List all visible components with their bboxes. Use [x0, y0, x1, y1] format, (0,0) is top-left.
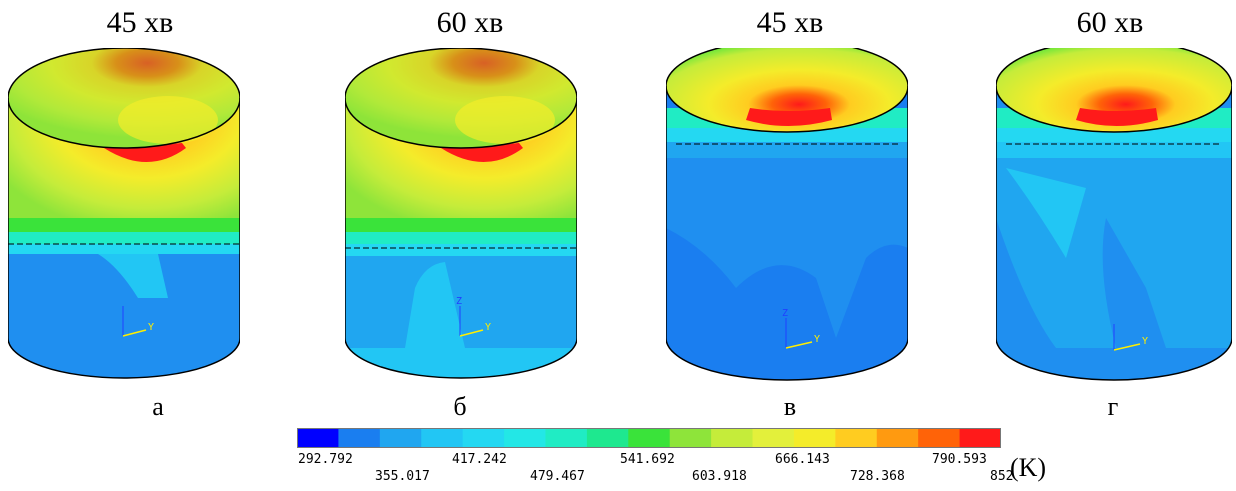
panel-a-time-label: 45 хв [106, 6, 174, 39]
svg-text:Y: Y [1142, 336, 1148, 347]
panel-g-time-label: 60 хв [1076, 6, 1144, 39]
colorbar-cell [669, 428, 712, 448]
colorbar-cell [462, 428, 505, 448]
svg-text:Y: Y [148, 322, 154, 333]
colorbar-cell [918, 428, 961, 448]
colorbar-tick-label: 541.692 [620, 452, 675, 467]
colorbar-tick-label: 417.242 [452, 452, 507, 467]
colorbar-tick-label: 790.593 [932, 452, 987, 467]
colorbar-cell [711, 428, 754, 448]
cylinder-panel-v: Z Y [666, 48, 908, 381]
panel-b-letter: б [453, 392, 467, 421]
panel-a-letter: а [152, 392, 164, 421]
colorbar-tick-label: 292.792 [298, 452, 353, 467]
cylinder-panel-b: Z Y [345, 48, 577, 379]
colorbar-cell [835, 428, 878, 448]
colorbar-tick-label: 355.017 [375, 469, 430, 484]
colorbar-tick-label: 666.143 [775, 452, 830, 467]
colorbar-cell [545, 428, 588, 448]
colorbar-cell [338, 428, 381, 448]
cylinder-panel-g: Y [996, 48, 1232, 381]
colorbar-cell [959, 428, 1001, 448]
colorbar-cell [379, 428, 422, 448]
panel-v-letter: в [783, 392, 797, 421]
svg-text:Y: Y [814, 334, 820, 345]
colorbar-cell [421, 428, 464, 448]
colorbar-cell [876, 428, 919, 448]
colorbar-unit-label: (K) [1010, 453, 1047, 482]
axis-triad-g: Y [1113, 324, 1148, 351]
svg-text:Z: Z [782, 308, 788, 319]
colorbar-cell [752, 428, 795, 448]
colorbar-tick-label: 852 [990, 469, 1014, 484]
colorbar-tick-label: 728.368 [850, 469, 905, 484]
axis-triad-b: Z Y [456, 296, 491, 337]
svg-text:Z: Z [456, 296, 462, 307]
colorbar-cell [793, 428, 836, 448]
axis-triad-v: Z Y [782, 308, 820, 349]
colorbar-cell [504, 428, 546, 448]
colorbar-tick-label: 479.467 [530, 469, 585, 484]
cylinder-panel-a: Y [8, 48, 240, 379]
colorbar-cell [586, 428, 629, 448]
panel-v-time-label: 45 хв [756, 6, 824, 39]
colorbar-cell [297, 428, 339, 448]
colorbar-cell [628, 428, 671, 448]
axis-triad-a: Y [122, 306, 154, 337]
temperature-colorbar [297, 428, 1001, 448]
panel-b-time-label: 60 хв [436, 6, 504, 39]
panel-g-letter: г [1107, 392, 1119, 421]
svg-text:Y: Y [485, 322, 491, 333]
colorbar-tick-label: 603.918 [692, 469, 747, 484]
